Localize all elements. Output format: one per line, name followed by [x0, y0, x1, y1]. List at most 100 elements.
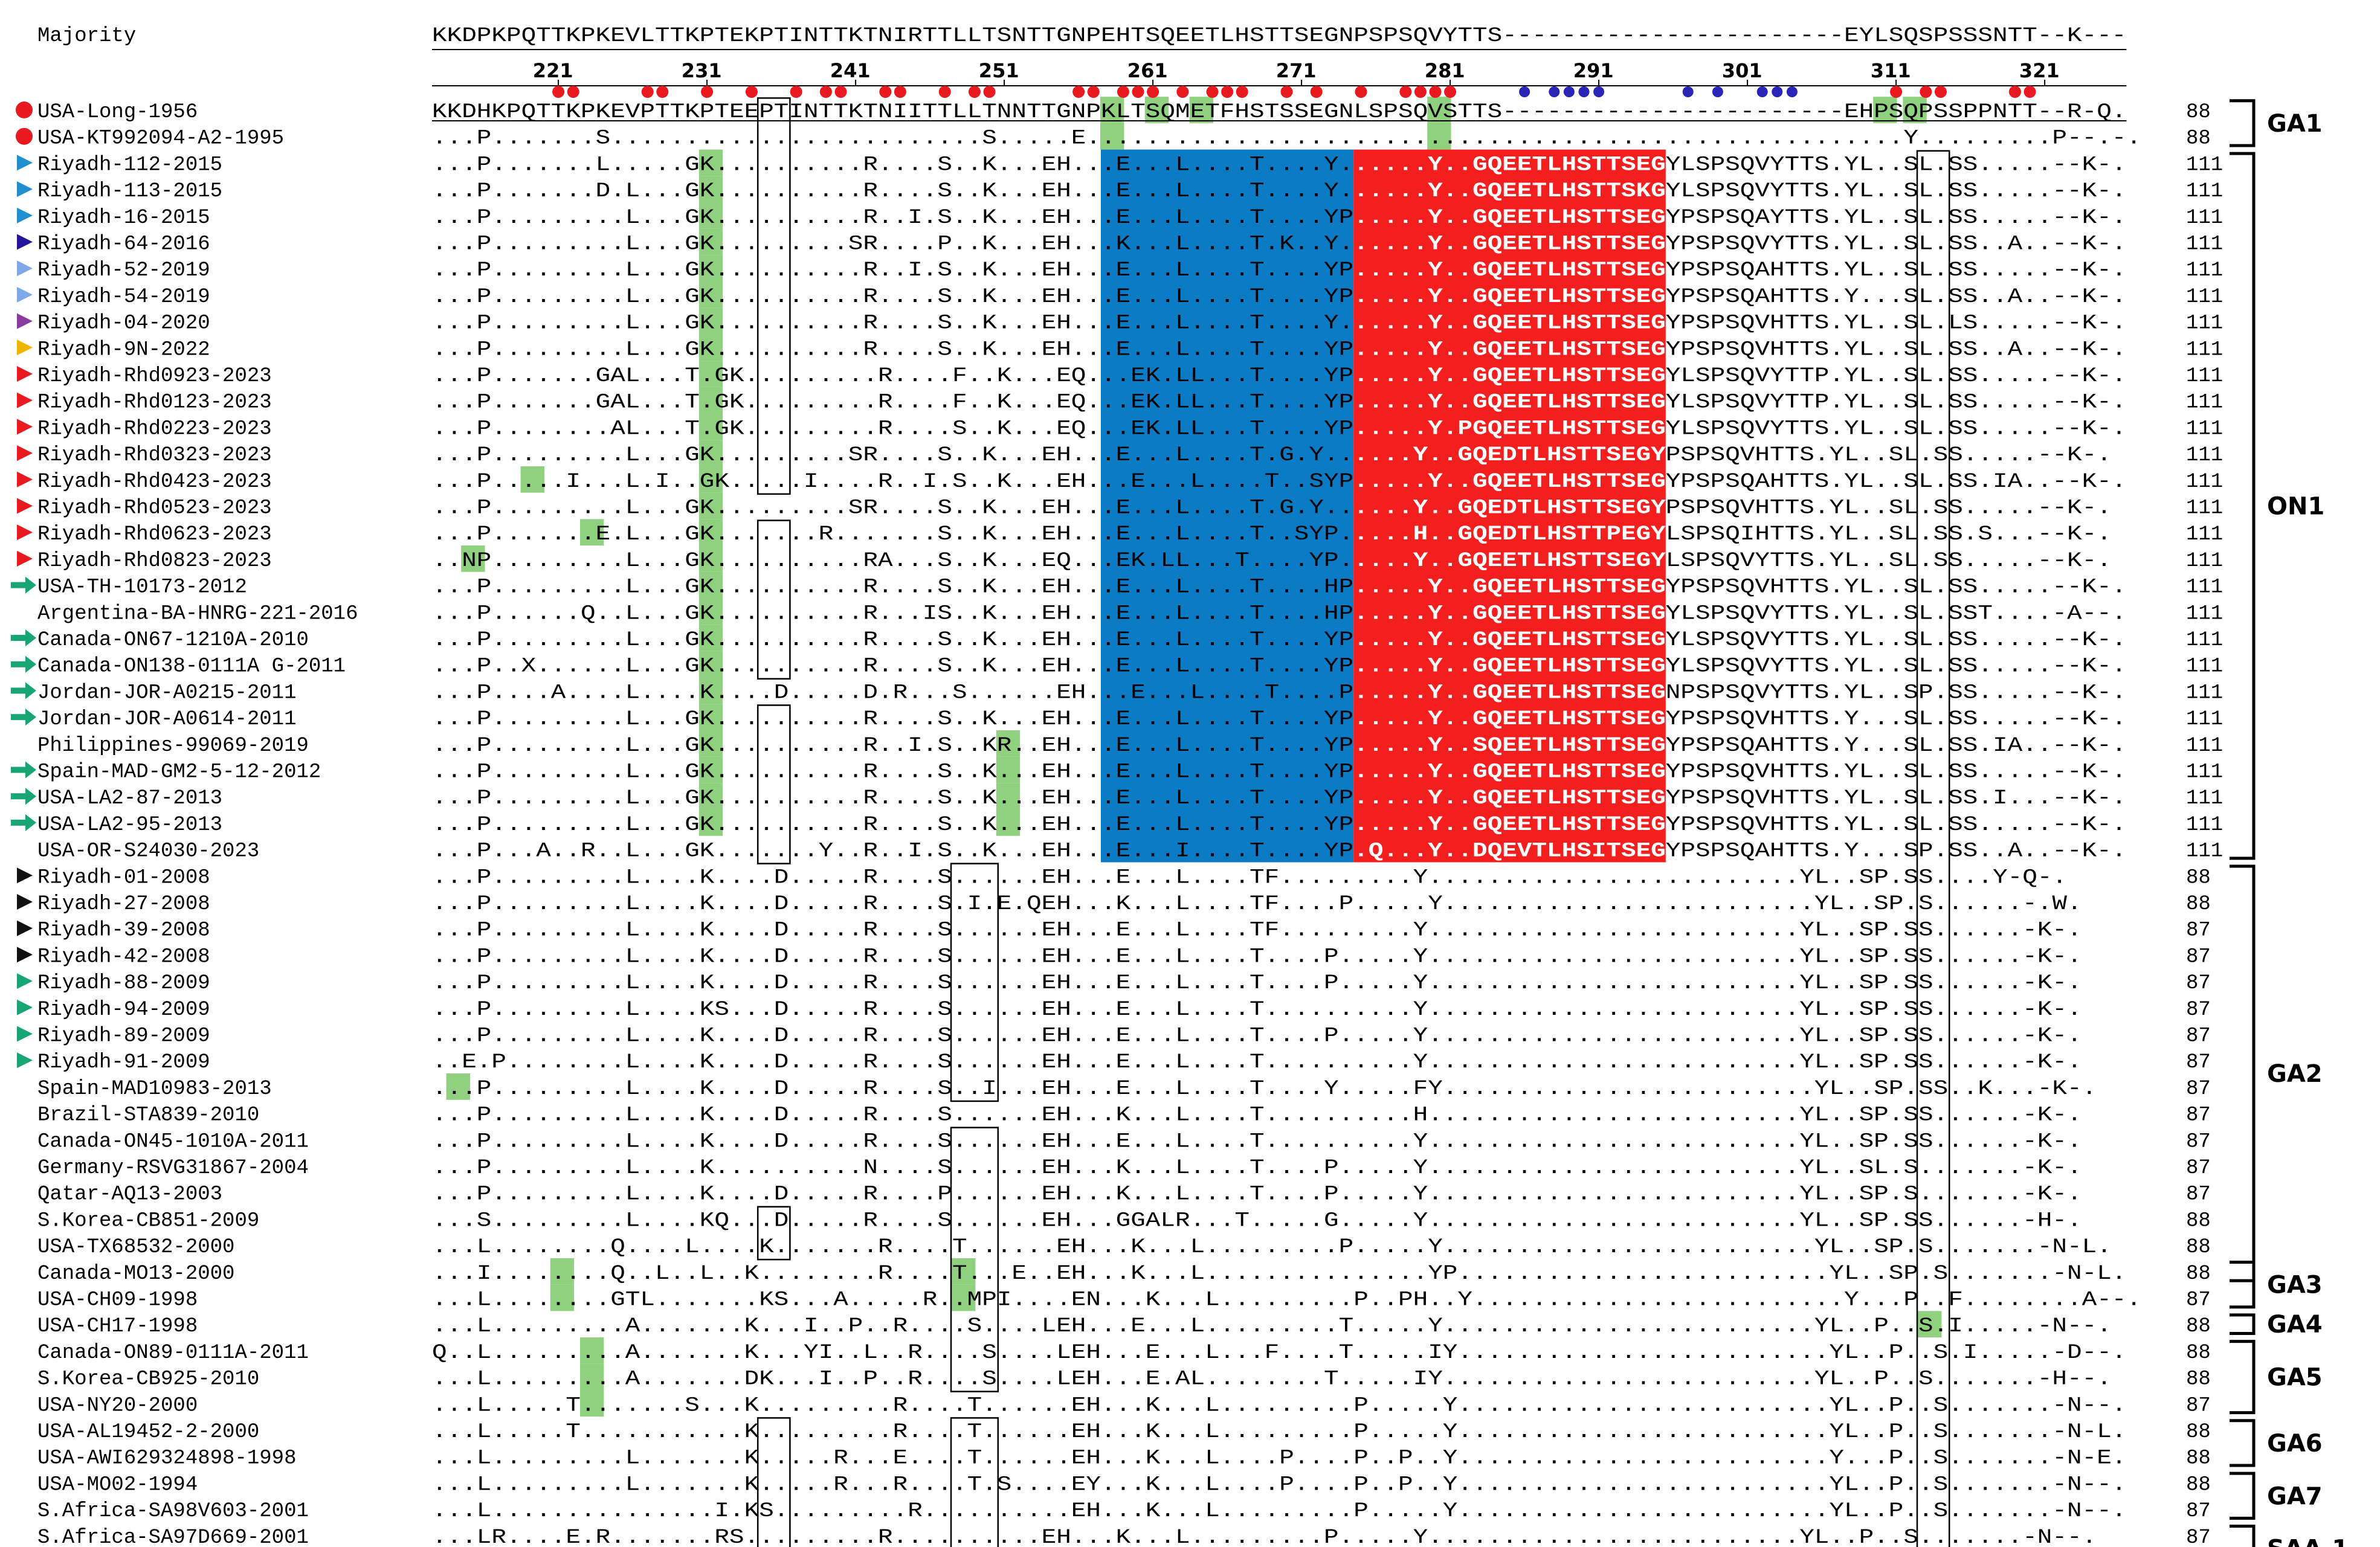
- group-label: GA1: [2267, 110, 2323, 138]
- sequence-length: 87: [2186, 1394, 2211, 1417]
- group-bracket: [2230, 1340, 2256, 1415]
- sequence-residues: ...P.........L....K....D.....R....S.....…: [432, 972, 2082, 995]
- sequence-name: Canada-ON138-0111A G-2011: [37, 655, 346, 678]
- sequence-residues: LSPSQIHTTS.YL..SL.SS.S...--K-.: [1666, 523, 2112, 546]
- group-bracket: [2230, 1419, 2256, 1467]
- sequence-length: 111: [2186, 523, 2223, 546]
- sequence-length: 87: [2186, 1526, 2211, 1547]
- sequence-residues: .....Y..GQEETLHSTTSEG: [1353, 602, 1666, 625]
- majority-label: Majority: [37, 25, 136, 48]
- sequence-residues: ...P.........L...GK.........SR....S..K..…: [432, 497, 1353, 520]
- triangle-marker-icon: [17, 366, 33, 382]
- red-site-dot: [1147, 86, 1159, 98]
- sequence-length: 111: [2186, 338, 2223, 361]
- sequence-length: 87: [2186, 1025, 2211, 1048]
- green-site-cell: [446, 1073, 470, 1100]
- arrow-marker-icon: [11, 761, 36, 779]
- position-label: 321: [2019, 59, 2060, 82]
- sequence-name: Riyadh-42-2008: [37, 945, 210, 968]
- arrow-marker-icon: [11, 709, 36, 726]
- red-site-dot: [1399, 86, 1412, 98]
- sequence-residues: ...L...............I.KS.........R.......…: [432, 1500, 2126, 1523]
- sequence-length: 111: [2186, 550, 2223, 573]
- sequence-name: S.Africa-SA97D669-2001: [37, 1526, 309, 1547]
- sequence-residues: YPSPSQVHTTS.YL..SL.SS.....--K-.: [1666, 814, 2127, 837]
- sequence-residues: ...P.........L...GK.........SR....S..K..…: [432, 444, 1353, 467]
- blue-site-dot: [1712, 86, 1723, 97]
- sequence-name: Riyadh-Rhd0923-2023: [37, 365, 272, 388]
- sequence-residues: .....Y..GQEETLHSTTSEG: [1353, 471, 1666, 494]
- sequence-residues: YLSPSQVYTTS.YL..SL.SS.....--K-.: [1666, 417, 2127, 440]
- sequence-length: 111: [2186, 259, 2223, 282]
- sequence-length: 87: [2186, 1104, 2211, 1127]
- green-site-cell: [698, 361, 723, 387]
- sequence-name: Riyadh-112-2015: [37, 153, 222, 176]
- triangle-marker-icon: [17, 445, 33, 462]
- sequence-name: USA-AWI629324898-1998: [37, 1447, 296, 1470]
- site-box: [950, 1127, 999, 1392]
- blue-site-dot: [1519, 86, 1530, 97]
- sequence-name: Riyadh-Rhd0323-2023: [37, 444, 272, 467]
- sequence-name: Riyadh-64-2016: [37, 233, 210, 256]
- sequence-length: 87: [2186, 1500, 2211, 1523]
- group-bracket: [2230, 864, 2256, 1282]
- sequence-residues: YLSPSQVYTTS.YL..SL.SS.....--K-.: [1666, 655, 2127, 678]
- triangle-marker-icon: [17, 419, 33, 435]
- sequence-residues: YLSPSQVYTTP.YL..SL.SS.....--K-.: [1666, 365, 2127, 388]
- group-bracket: [2230, 1313, 2256, 1335]
- sequence-length: 88: [2186, 127, 2211, 150]
- sequence-length: 111: [2186, 761, 2223, 784]
- sequence-length: 111: [2186, 602, 2223, 625]
- sequence-residues: YPSPSQVHTTS.YL..SL.SS.I...--K-.: [1666, 787, 2127, 810]
- arrow-marker-icon: [11, 682, 36, 700]
- sequence-length: 88: [2186, 1209, 2211, 1232]
- sequence-length: 111: [2186, 286, 2223, 309]
- arrow-marker-icon: [11, 814, 36, 831]
- red-site-dot: [1280, 86, 1293, 98]
- green-site-cell: [520, 466, 544, 493]
- sequence-residues: NPSPSQVYTTS.YL..SP.SS.....--K-.: [1666, 681, 2127, 704]
- sequence-residues: ...P..X......L...GK..........R....S..K..…: [432, 655, 1353, 678]
- green-site-cell: [1427, 123, 1451, 150]
- red-site-dot: [1890, 86, 1903, 98]
- sequence-residues: .....Y..GQEETLHSTTSEG: [1353, 761, 1666, 784]
- sequence-length: 88: [2186, 1262, 2211, 1285]
- sequence-name: Jordan-JOR-A0614-2011: [37, 708, 296, 731]
- triangle-marker-icon: [17, 1026, 33, 1042]
- sequence-residues: .....Y..GQEETLHSTTSEG: [1353, 233, 1666, 256]
- green-site-cell: [1903, 97, 1927, 123]
- sequence-residues: ...P.........L...GK..........R..I.S..K..…: [432, 207, 1353, 230]
- sequence-residues: ...P.........L...GK..........R....S..K..…: [432, 312, 1353, 335]
- group-label: ON1: [2267, 493, 2324, 521]
- sequence-length: 111: [2186, 655, 2223, 678]
- sequence-residues: YPSPSQAHTTS.Y...SL.SS..A..--K-.: [1666, 286, 2127, 309]
- blue-site-dot: [1593, 86, 1605, 97]
- green-site-cell: [1144, 97, 1169, 123]
- green-site-cell: [698, 625, 723, 651]
- sequence-name: Spain-MAD-GM2-5-12-2012: [37, 761, 321, 784]
- group-bracket: [2230, 99, 2256, 147]
- sequence-length: 111: [2186, 629, 2223, 652]
- green-site-cell: [698, 730, 723, 757]
- sequence-residues: ...I........Q..L..L..K........R....T...E…: [432, 1262, 2126, 1285]
- green-site-cell: [698, 387, 723, 414]
- sequence-residues: .....Y..GQEETLHSTTSEG: [1353, 259, 1666, 282]
- sequence-name: Riyadh-01-2008: [37, 866, 210, 889]
- sequence-name: USA-OR-S24030-2023: [37, 840, 259, 863]
- sequence-residues: .....Y..GQEETLHSTTSEG: [1353, 708, 1666, 731]
- sequence-name: S.Korea-CB851-2009: [37, 1209, 259, 1232]
- green-site-cell: [580, 1363, 604, 1391]
- sequence-residues: PSPSQVHTTS.YL..SL.SS.....--K-.: [1666, 444, 2112, 467]
- sequence-length: 88: [2186, 1342, 2211, 1365]
- sequence-residues: ...P.....I...L.I..GK.....I....R..I.S..K.…: [432, 471, 1353, 494]
- green-site-cell: [698, 677, 723, 704]
- green-site-cell: [698, 466, 723, 493]
- sequence-residues: ...P.......S.........................S..…: [432, 127, 2141, 150]
- sequence-length: 87: [2186, 1289, 2211, 1312]
- blue-highlight-block: [1101, 149, 1354, 863]
- sequence-length: 88: [2186, 1236, 2211, 1259]
- red-site-dot: [1072, 86, 1085, 98]
- blue-site-dot: [1578, 86, 1590, 97]
- sequence-name: Riyadh-16-2015: [37, 207, 210, 230]
